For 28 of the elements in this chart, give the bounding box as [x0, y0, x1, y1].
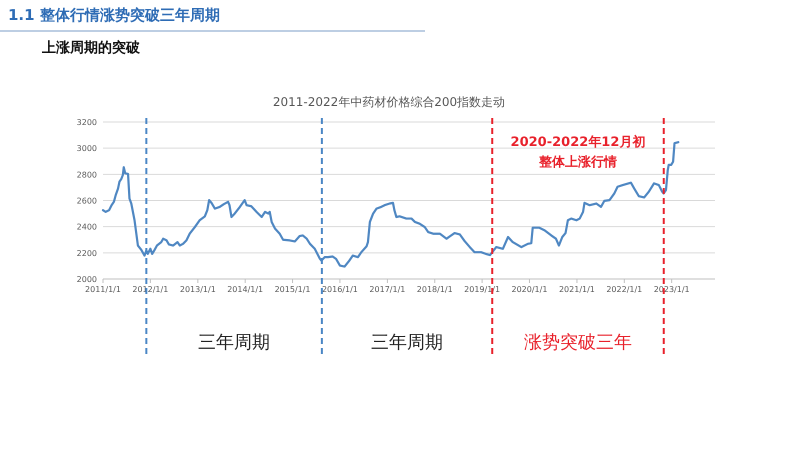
chart-subtitle: 上涨周期的突破: [41, 39, 141, 56]
y-tick-label: 2200: [76, 248, 97, 258]
x-tick-label: 2011/1/1: [85, 285, 121, 294]
x-tick-label: 2018/1/1: [416, 285, 453, 294]
x-tick-label: 2022/1/1: [606, 285, 642, 294]
x-tick-label: 2013/1/1: [180, 285, 216, 294]
text: 涨势突破三年: [524, 332, 632, 353]
text: 三年周期: [371, 332, 444, 353]
x-tick-label: 2019/1/1: [464, 285, 500, 294]
y-tick-label: 3200: [76, 118, 97, 127]
x-tick-label: 2012/1/1: [132, 285, 168, 294]
x-tick-label: 2014/1/1: [227, 285, 264, 294]
annotation: 整体上涨行情: [538, 155, 617, 170]
x-tick-label: 2015/1/1: [274, 285, 311, 294]
chart-title: 2011-2022年中药材价格综合200指数走动: [272, 95, 506, 109]
x-tick-label: 2017/1/1: [369, 285, 406, 294]
y-tick-label: 2600: [76, 196, 97, 206]
y-tick-label: 2800: [76, 170, 97, 180]
y-tick-label: 2400: [76, 222, 97, 232]
y-tick-label: 2000: [76, 275, 97, 284]
y-tick-label: 3000: [76, 144, 97, 154]
x-tick-label: 2020/1/1: [512, 285, 548, 294]
x-tick-label: 2021/1/1: [558, 285, 595, 294]
annotation: 2020-2022年12月初: [510, 134, 646, 150]
text: 三年周期: [198, 332, 270, 353]
x-tick-label: 2023/1/1: [654, 285, 690, 294]
text: 1.1 整体行情涨势突破三年周期: [8, 6, 220, 24]
x-tick-label: 2016/1/1: [322, 285, 358, 294]
